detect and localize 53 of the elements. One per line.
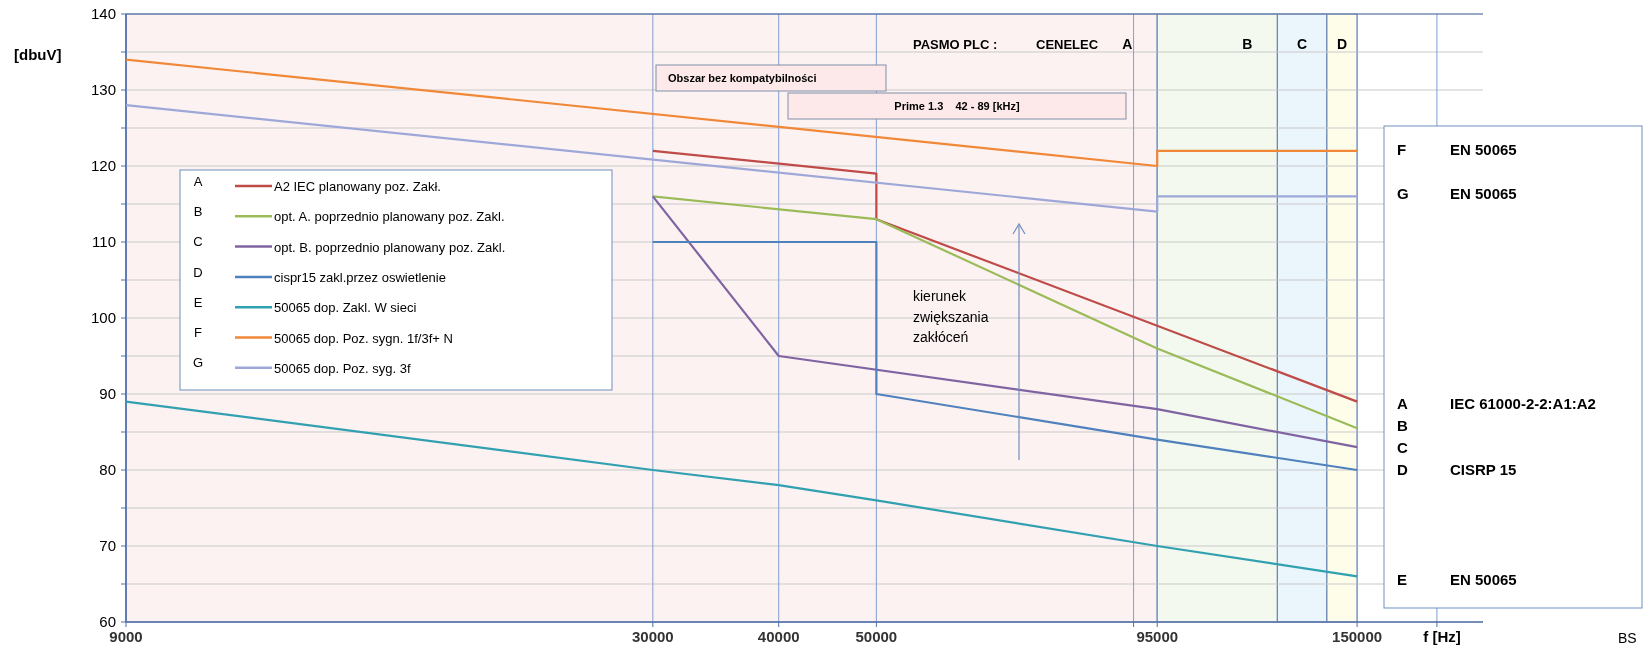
legend-label: 50065 dop. Zakl. W sieci [274, 300, 417, 316]
x-tick-label: 30000 [631, 628, 674, 645]
legend-label: A2 IEC planowany poz. Zakł. [274, 179, 441, 194]
annotation: EN 50065 [1450, 571, 1517, 588]
annotation: Obszar bez kompatybilności [668, 72, 817, 84]
annotation: F [1397, 141, 1407, 158]
annotation: F [194, 325, 203, 340]
annotation: G [1397, 185, 1409, 202]
annotation: E [193, 295, 203, 310]
annotation: D [193, 265, 203, 280]
x-tick-label: 150000 [1332, 628, 1383, 645]
annotation: EN 50065 [1450, 185, 1517, 202]
legend-label: opt. A. poprzednio planowany poz. Zakl. [274, 209, 505, 225]
x-tick-label: 50000 [855, 628, 898, 645]
annotation: A [193, 174, 203, 189]
y-tick-label: 90 [99, 385, 116, 402]
legend-label: opt. B. poprzednio planowany poz. Zakl. [274, 239, 506, 255]
legend-label: 50065 dop. Poz. sygn. 1f/3f+ N [274, 330, 453, 346]
annotation: E [1397, 571, 1408, 588]
band-label: C [1297, 36, 1308, 52]
text: BS [1618, 630, 1637, 646]
y-tick-label: 80 [99, 461, 116, 478]
y-axis-title: [dbuV] [14, 46, 62, 63]
annotation: B [1397, 417, 1408, 434]
annotation: EN 50065 [1450, 141, 1517, 158]
annotation: A [1397, 395, 1408, 412]
annotation: CENELEC [1036, 37, 1099, 52]
band-label: D [1336, 36, 1348, 52]
annotation: B [193, 204, 203, 219]
x-axis-title: f [Hz] [1423, 628, 1461, 645]
annotation: C [193, 234, 203, 249]
annotation: kierunek zwiększania zakłóceń [913, 288, 989, 345]
y-tick-label: 70 [99, 537, 116, 554]
y-tick-label: 110 [92, 233, 116, 250]
annotation: D [1397, 461, 1408, 478]
x-tick-label: 95000 [1136, 628, 1179, 645]
y-tick-label: 100 [90, 309, 116, 326]
y-tick-label: 60 [99, 613, 116, 630]
x-tick-label: 40000 [757, 628, 800, 645]
annotation: G [192, 355, 204, 370]
annotation: CISRP 15 [1450, 461, 1517, 478]
annotation: Prime 1.3 42 - 89 [kHz] [894, 100, 1020, 112]
annotation: PASMO PLC : [913, 37, 998, 52]
x-tick-label: 9000 [109, 628, 143, 645]
band-label: A [1122, 36, 1133, 52]
annotation: C [1397, 439, 1408, 456]
band-label: B [1242, 36, 1253, 52]
legend-label: 50065 dop. Poz. syg. 3f [274, 360, 411, 376]
y-tick-label: 140 [90, 5, 116, 22]
annotation: IEC 61000-2-2:A1:A2 [1450, 395, 1596, 412]
y-tick-label: 130 [90, 81, 116, 98]
legend-label: cispr15 zakl.przez oswietlenie [274, 269, 446, 285]
y-tick-label: 120 [90, 157, 116, 174]
